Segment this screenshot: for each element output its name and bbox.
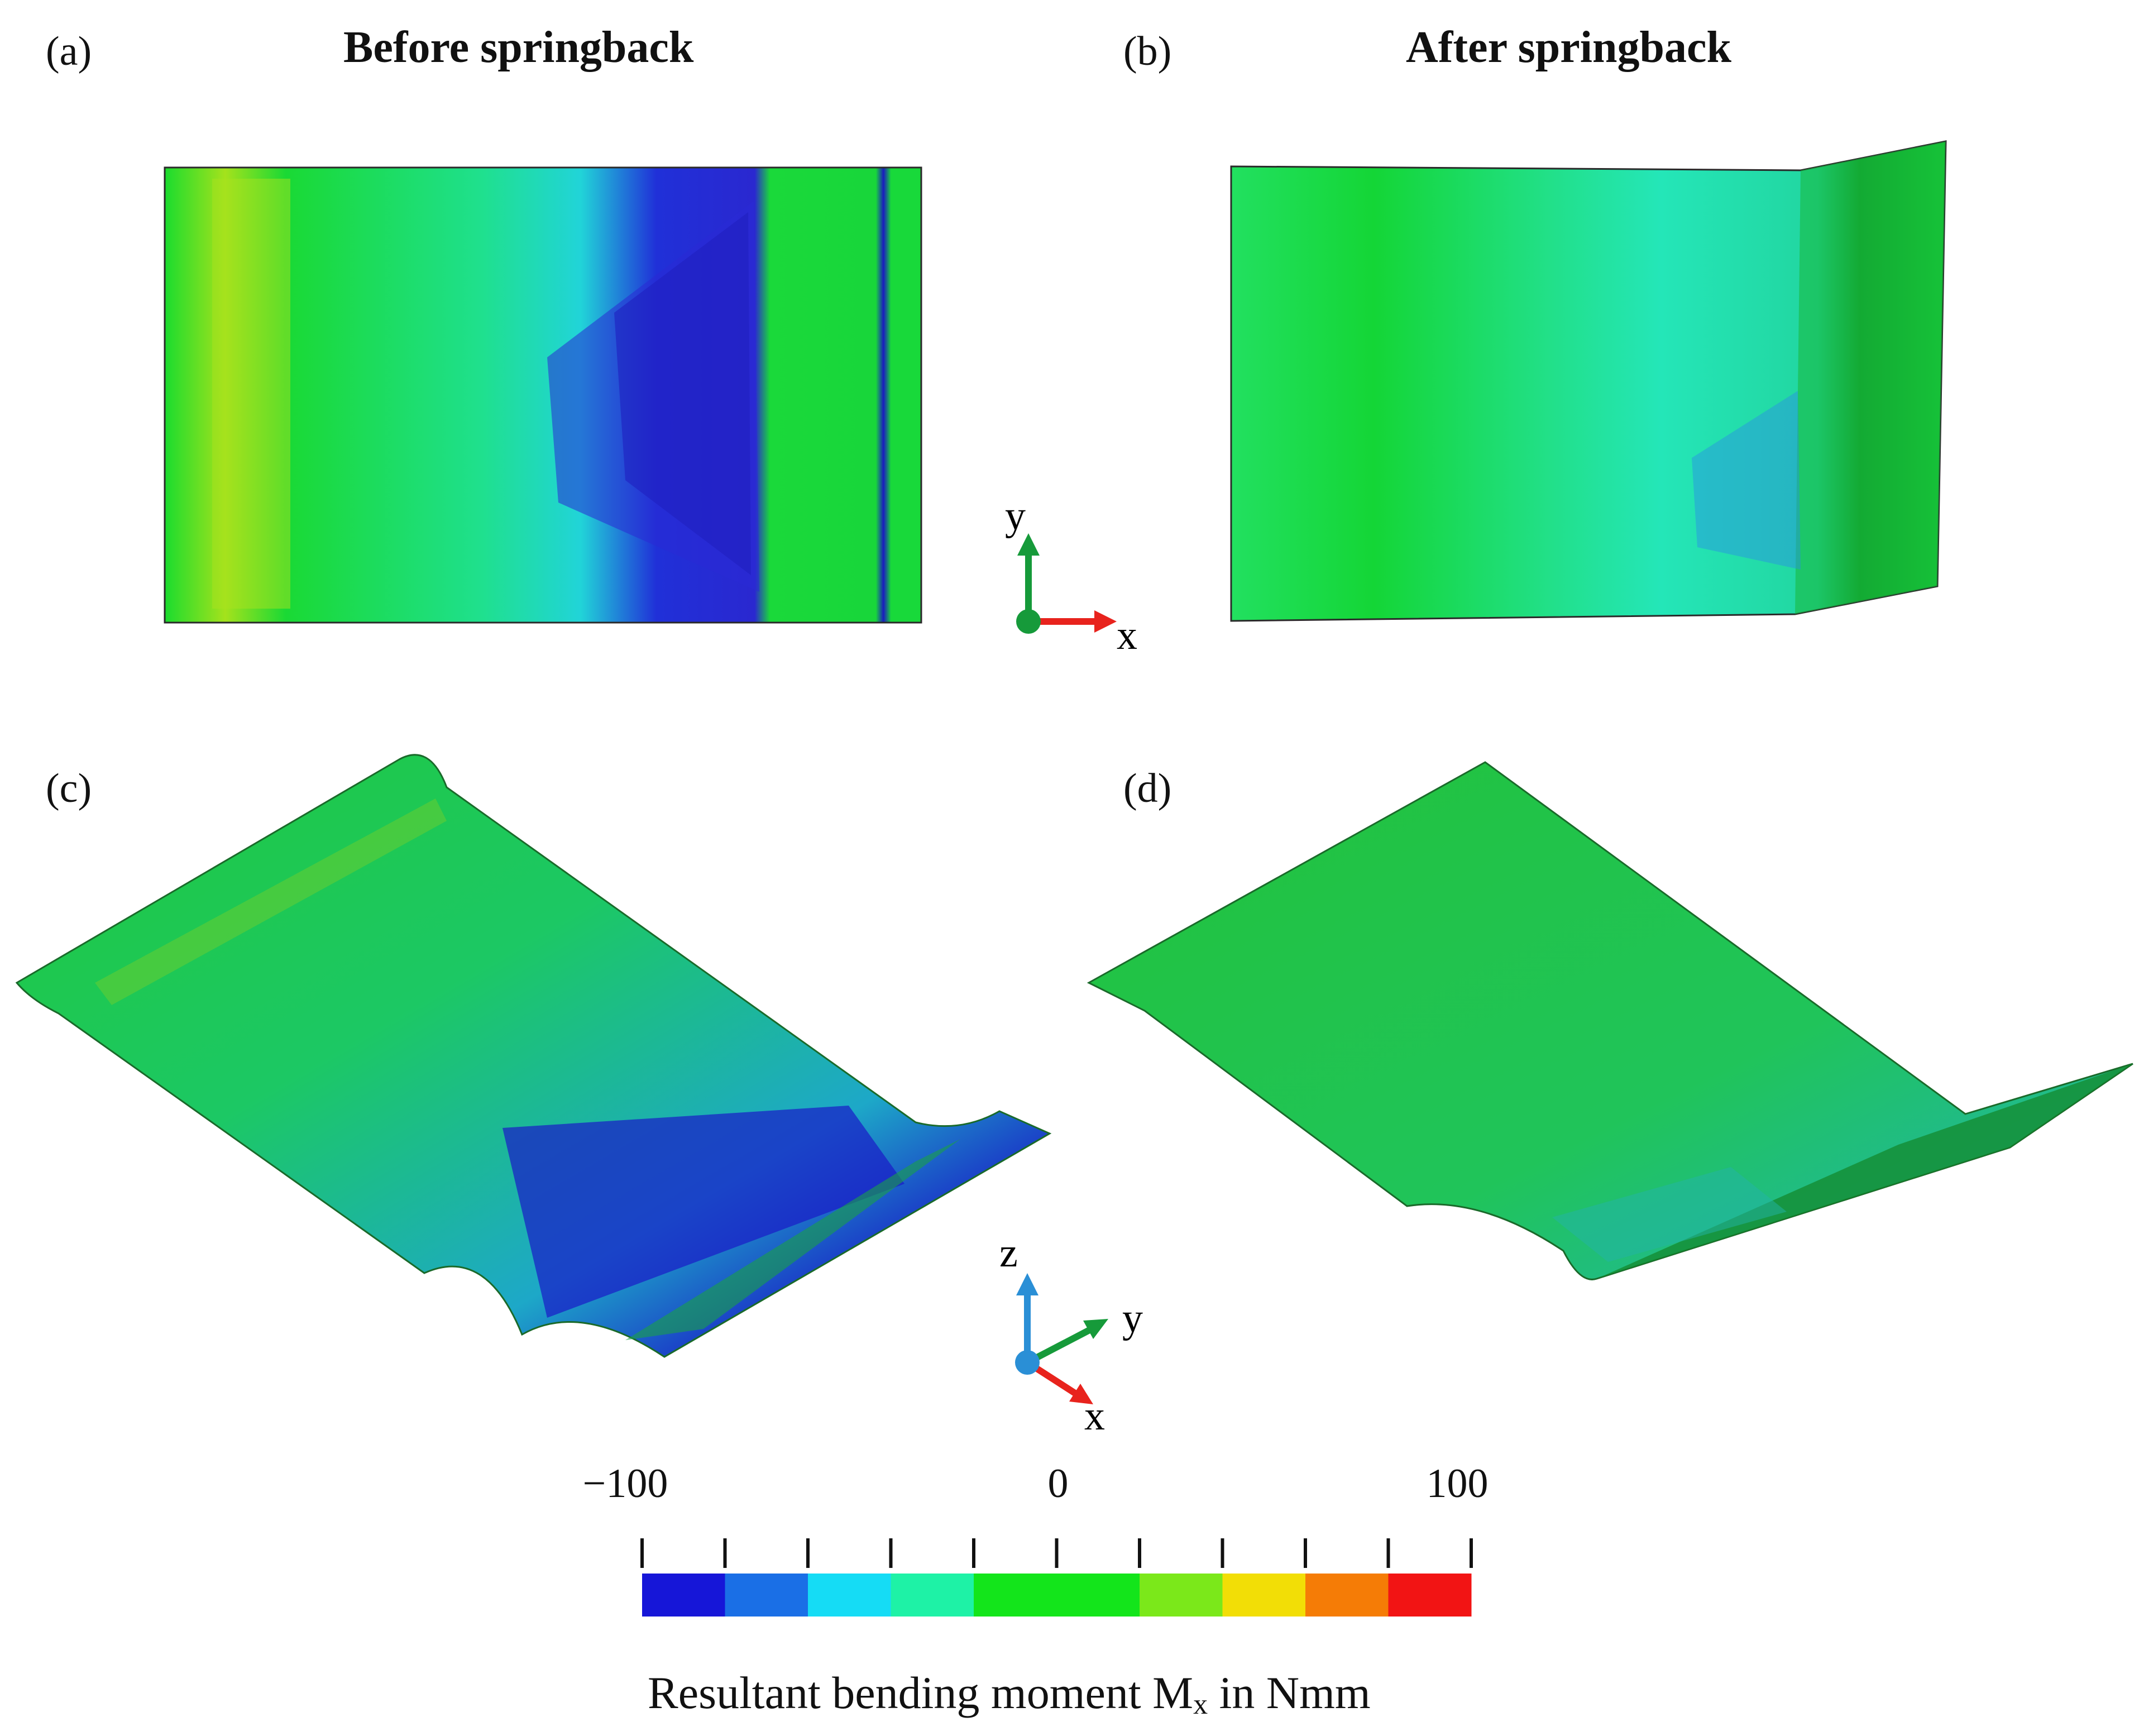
panel-c-fold <box>625 1139 960 1340</box>
axis-2d-y-label: y <box>1005 493 1026 539</box>
colorbar-bin <box>808 1574 891 1617</box>
colorbar-caption: Resultant bending moment Mx in Nmm <box>648 1667 1371 1721</box>
axis-triad-3d <box>1015 1273 1108 1404</box>
axis-3d-x-label: x <box>1084 1393 1105 1439</box>
panel-d-surface <box>1087 761 2133 1280</box>
panel-b-flange <box>1795 141 1946 614</box>
axis-triad-2d <box>1016 533 1117 634</box>
panel-c-label: (c) <box>46 766 92 811</box>
colorbar-bin <box>1388 1574 1472 1617</box>
panel-b-title: After springback <box>1406 23 1731 72</box>
panel-a-plate <box>164 166 922 624</box>
colorbar-bin <box>1056 1574 1140 1617</box>
panel-d-label: (d) <box>1123 766 1172 811</box>
colorbar-bin <box>1140 1574 1223 1617</box>
panel-d-cyan-zone <box>1552 1167 1787 1262</box>
axis-3d-y-label: y <box>1122 1295 1143 1341</box>
colorbar-bin <box>1222 1574 1306 1617</box>
panel-a-deep-blue-zone <box>614 212 751 575</box>
panel-a-label: (a) <box>46 28 92 74</box>
axis-2d-x-label: x <box>1117 613 1137 658</box>
colorbar-ticks <box>640 1538 1473 1568</box>
colorbar-bin <box>725 1574 808 1617</box>
axis-3d-z-label: z <box>999 1230 1018 1276</box>
caption-suffix: in Nmm <box>1208 1667 1371 1718</box>
colorbar-bin <box>642 1574 725 1617</box>
colorbar-mid-label: 0 <box>1047 1461 1069 1507</box>
colorbar-max-label: 100 <box>1426 1461 1489 1507</box>
colorbar-bin <box>1305 1574 1389 1617</box>
caption-prefix: Resultant bending moment M <box>648 1667 1194 1718</box>
caption-subscript: x <box>1193 1689 1208 1720</box>
colorbar-bin <box>974 1574 1057 1617</box>
panel-a-yellowgreen-band <box>212 179 290 609</box>
panel-b-label: (b) <box>1123 28 1172 74</box>
panel-c-surface <box>15 754 1052 1358</box>
colorbar-min-label: −100 <box>582 1461 668 1507</box>
colorbar-bin <box>891 1574 974 1617</box>
panel-c-blue-zone <box>502 1106 904 1318</box>
panel-b-plate <box>1230 140 1947 622</box>
panel-b-blue-zone <box>1692 391 1801 570</box>
colorbar <box>642 1574 1472 1617</box>
panel-c-yellowgreen-band <box>95 798 447 1005</box>
panel-a-title: Before springback <box>343 23 694 72</box>
